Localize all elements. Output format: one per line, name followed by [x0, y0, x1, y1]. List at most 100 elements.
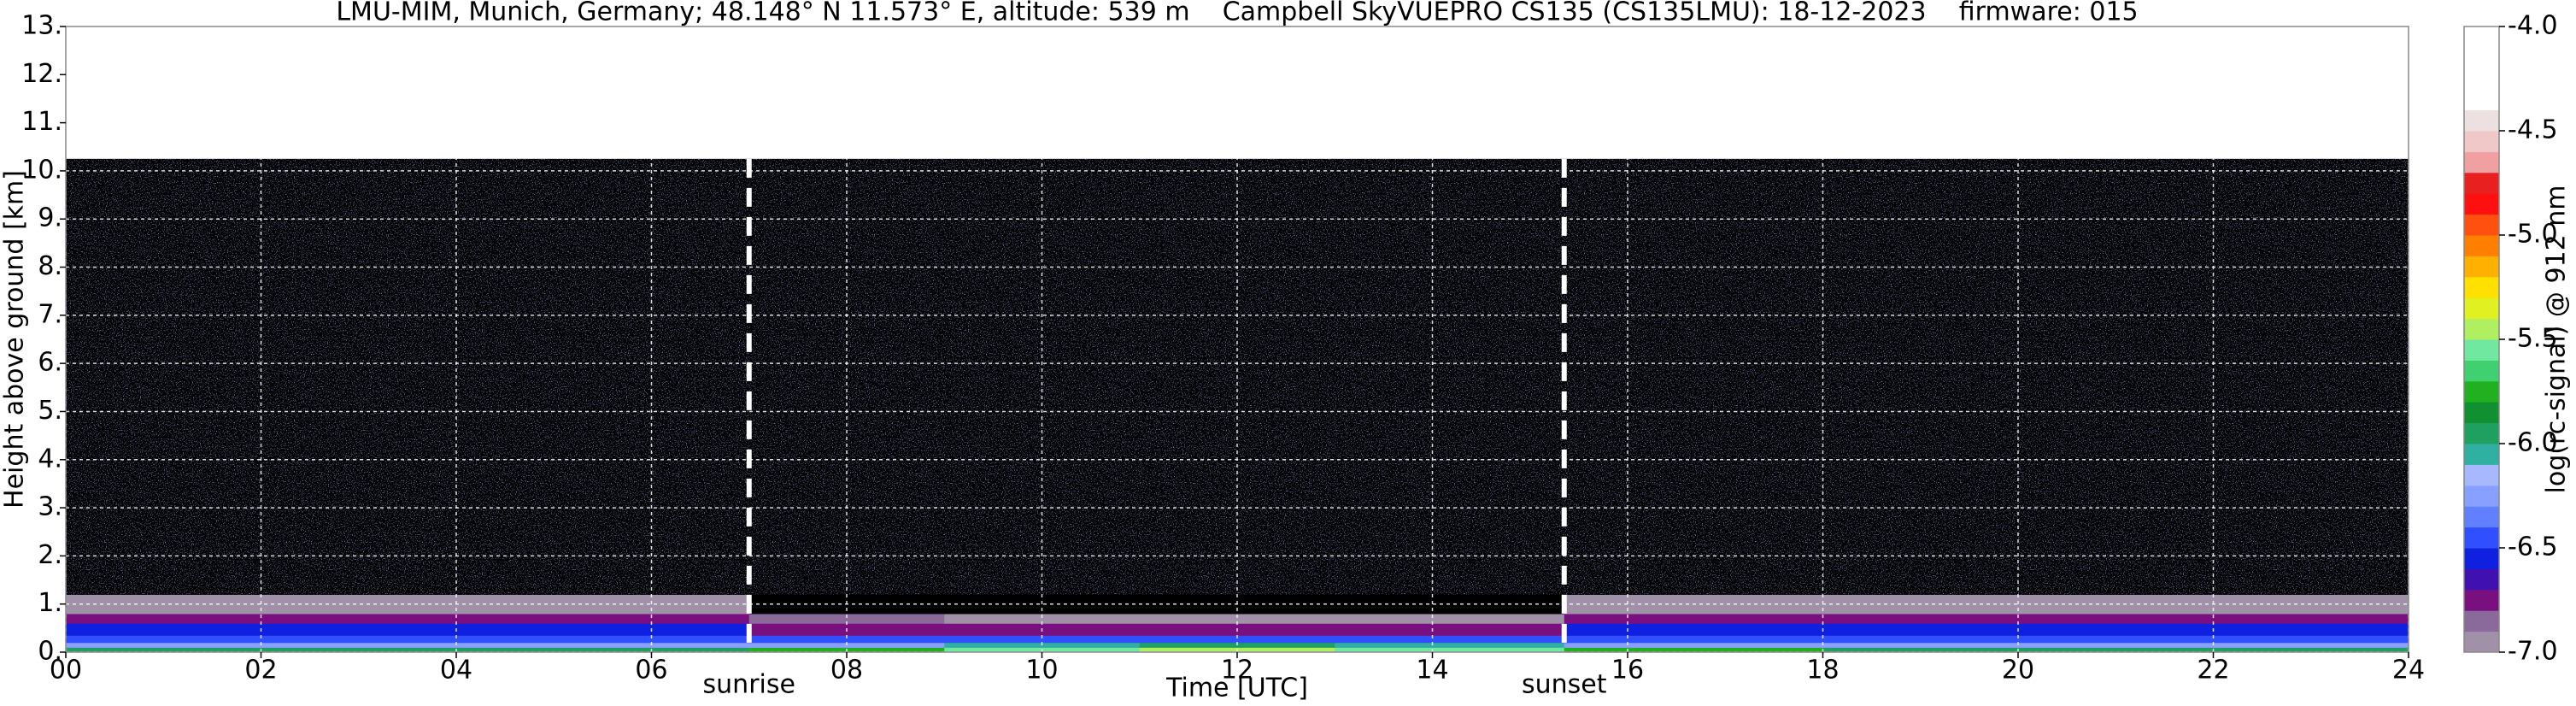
- colorbar-band: [2464, 318, 2499, 340]
- heatmap-cell: [1564, 642, 1823, 648]
- heatmap-cell: [1335, 642, 1565, 648]
- colorbar-tick-label: -5.5: [2508, 324, 2558, 354]
- colorbar-band: [2464, 527, 2499, 549]
- colorbar-tick-label: -4.5: [2508, 115, 2558, 145]
- heatmap-cell: [1822, 635, 2116, 644]
- colorbar-band: [2464, 47, 2499, 69]
- heatmap-cell: [2115, 642, 2409, 648]
- colorbar-band: [2464, 193, 2499, 215]
- colorbar-band: [2464, 402, 2499, 424]
- y-tick-label: 10.: [21, 155, 62, 185]
- colorbar-band: [2464, 172, 2499, 194]
- y-tick-label: 2.: [38, 540, 62, 570]
- y-tick-label: 11.: [21, 107, 62, 137]
- x-tick-label: 14: [1416, 656, 1448, 685]
- colorbar-tick-label: -7.0: [2508, 637, 2558, 667]
- colorbar-band: [2464, 444, 2499, 465]
- heatmap-cell: [1335, 635, 1565, 644]
- colorbar-band: [2464, 610, 2499, 632]
- heatmap-cell: [66, 623, 360, 636]
- y-tick-label: 3.: [38, 492, 62, 522]
- x-tick-label: 22: [2197, 656, 2229, 685]
- heatmap-cell: [1822, 642, 2116, 648]
- y-tick-label: 7.: [38, 299, 62, 329]
- heatmap-cell: [944, 613, 1141, 624]
- heatmap-cell: [1564, 635, 1823, 644]
- x-tick-label: 18: [1806, 656, 1839, 685]
- heatmap-cell: [1335, 613, 1565, 624]
- y-tick-label: 6.: [38, 348, 62, 378]
- heatmap-cell: [1822, 594, 2116, 615]
- colorbar-band: [2464, 360, 2499, 382]
- heatmap-cell: [1335, 623, 1565, 636]
- y-tick-label: 12.: [21, 59, 62, 89]
- annotation-label: sunrise: [703, 670, 795, 700]
- colorbar-band: [2464, 506, 2499, 528]
- x-tick-label: 10: [1025, 656, 1058, 685]
- colorbar-band: [2464, 214, 2499, 236]
- heatmap-cell: [2115, 647, 2409, 653]
- colorbar-band: [2464, 297, 2499, 320]
- colorbar-band: [2464, 89, 2499, 111]
- heatmap-cell: [1822, 623, 2116, 636]
- heatmap-cell: [1139, 613, 1335, 624]
- y-tick-label: 9.: [38, 203, 62, 233]
- x-tick-label: 04: [440, 656, 472, 685]
- annotation-label: sunset: [1522, 670, 1607, 700]
- y-tick-label: 8.: [38, 251, 62, 281]
- y-tick-label: 5.: [38, 396, 62, 426]
- heatmap-cell: [2115, 613, 2409, 624]
- colorbar-tick-label: -5.0: [2508, 220, 2558, 250]
- y-tick-label: 4.: [38, 444, 62, 474]
- heatmap-cell: [1822, 647, 2116, 653]
- heatmap-cell: [358, 613, 750, 624]
- x-tick-label: 24: [2392, 656, 2425, 685]
- heatmap-cell: [1335, 647, 1565, 653]
- heatmap-cell: [1822, 613, 2116, 624]
- heatmap-cell: [748, 635, 945, 644]
- colorbar-band: [2464, 589, 2499, 611]
- y-axis-label: Height above ground [km]: [0, 170, 30, 509]
- heatmap-cell: [358, 623, 750, 636]
- colorbar-band: [2464, 631, 2499, 653]
- colorbar-band: [2464, 568, 2499, 591]
- heatmap-cell: [66, 635, 360, 644]
- y-tick-label: 13.: [21, 11, 62, 41]
- heatmap-cell: [1564, 647, 1823, 653]
- heatmap-cell: [1564, 623, 1823, 636]
- colorbar-band: [2464, 276, 2499, 298]
- heatmap-cell: [66, 642, 360, 648]
- x-tick-label: 12: [1221, 656, 1253, 685]
- colorbar-label: log(rc-signal) @ 912 nm: [2542, 185, 2572, 494]
- colorbar-band: [2464, 422, 2499, 444]
- heatmap-cell: [1564, 613, 1823, 624]
- heatmap-cell: [66, 647, 360, 653]
- heatmap-cell: [358, 642, 750, 648]
- colorbar-band: [2464, 109, 2499, 132]
- x-tick-label: 16: [1611, 656, 1644, 685]
- y-tick-label: 1.: [38, 588, 62, 618]
- colorbar-band: [2464, 256, 2499, 278]
- heatmap-cell: [2115, 623, 2409, 636]
- x-tick-label: 08: [830, 656, 863, 685]
- x-axis-label: Time [UTC]: [1165, 674, 1308, 703]
- colorbar-band: [2464, 339, 2499, 361]
- heatmap-cell: [358, 635, 750, 644]
- colorbar-tick-label: -4.0: [2508, 11, 2558, 41]
- colorbar-band: [2464, 380, 2499, 403]
- colorbar-band: [2464, 235, 2499, 256]
- colorbar-band: [2464, 151, 2499, 174]
- colorbar-band: [2464, 485, 2499, 507]
- x-tick-label: 06: [635, 656, 667, 685]
- x-tick-label: 02: [244, 656, 277, 685]
- heatmap-cell: [944, 635, 1141, 644]
- heatmap-cell: [66, 613, 360, 624]
- heatmap-cell: [1139, 635, 1335, 644]
- x-tick-label: 20: [2002, 656, 2034, 685]
- colorbar-band: [2464, 68, 2499, 90]
- colorbar-band: [2464, 548, 2499, 569]
- colorbar-tick-label: -6.0: [2508, 428, 2558, 458]
- colorbar-band: [2464, 26, 2499, 48]
